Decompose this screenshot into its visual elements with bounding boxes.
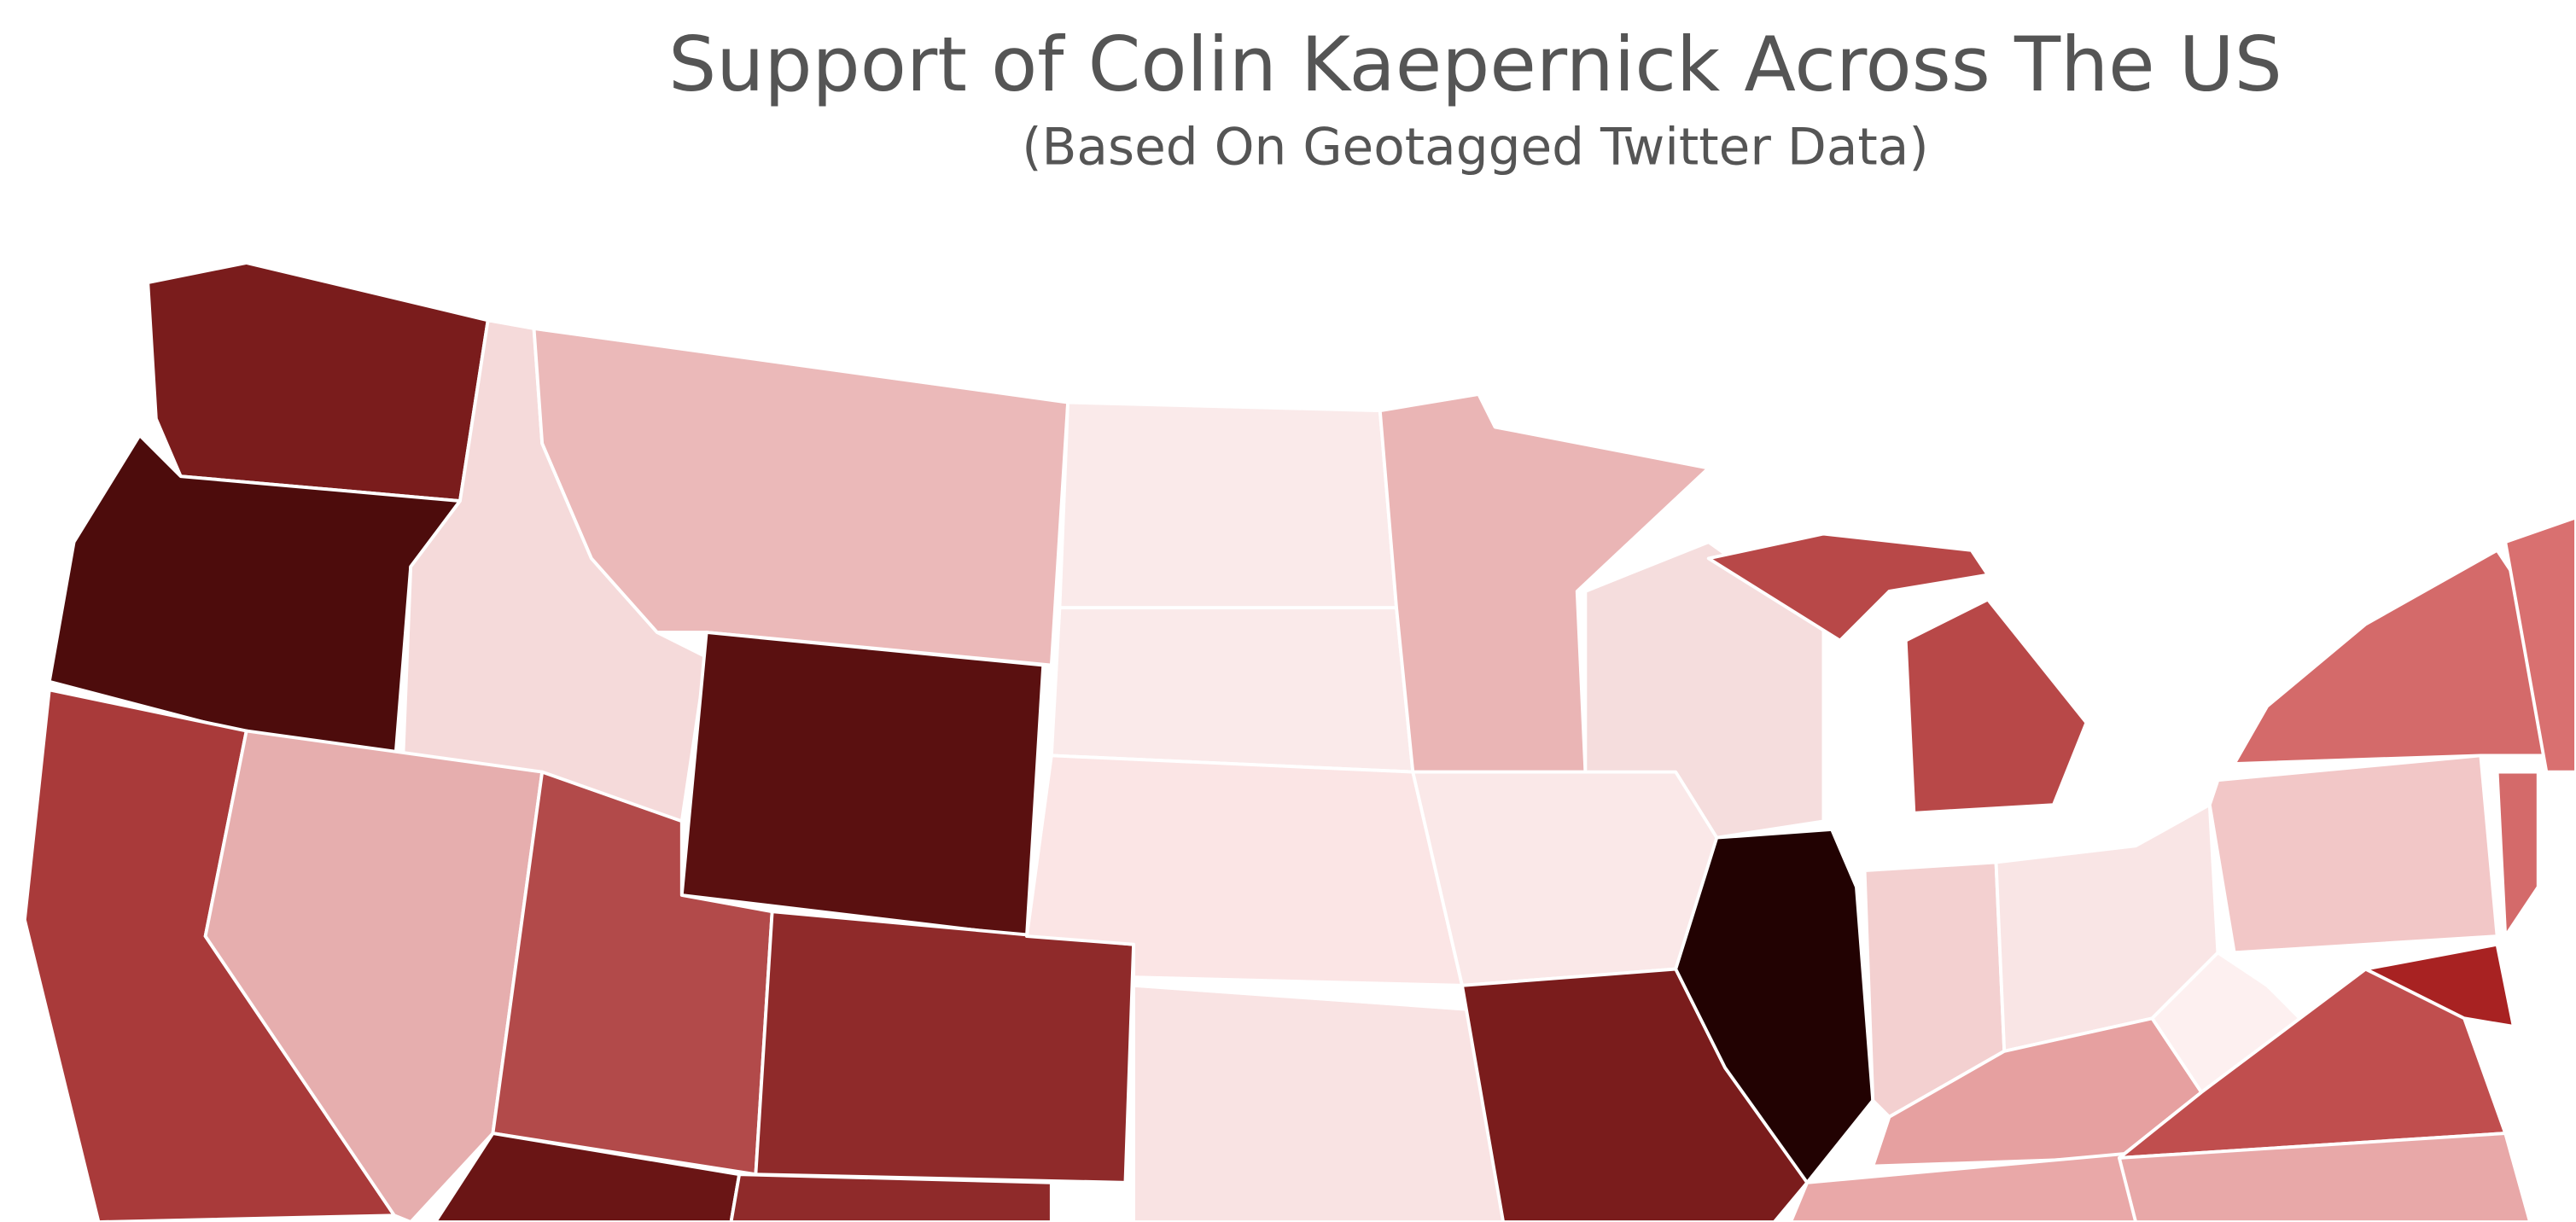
state-il: [1674, 828, 1875, 1184]
states: [22, 261, 2576, 1222]
state-wa: [146, 261, 490, 503]
state-mi: [1903, 597, 2089, 815]
state-mi-upper: [1706, 532, 1990, 643]
map-title: Support of Colin Kaepernick Across The U…: [668, 20, 2282, 108]
state-ia: [1411, 770, 1727, 987]
state-az: [434, 1132, 742, 1222]
state-pa: [2207, 754, 2499, 955]
state-tn: [1789, 1148, 2187, 1222]
state-nj: [2495, 770, 2540, 939]
state-nd: [1058, 400, 1398, 610]
state-ny: [2232, 548, 2549, 765]
state-sd: [1049, 606, 1415, 774]
state-ks: [1132, 983, 1506, 1222]
state-nc: [2117, 1132, 2532, 1222]
state-nm: [729, 1173, 1053, 1222]
state-co: [754, 910, 1135, 1184]
map-subtitle: (Based On Geotagged Twitter Data): [1022, 118, 1928, 177]
state-or: [47, 434, 462, 774]
state-wy: [679, 631, 1046, 939]
state-mn: [1378, 393, 1711, 774]
state-md: [2363, 942, 2515, 1028]
